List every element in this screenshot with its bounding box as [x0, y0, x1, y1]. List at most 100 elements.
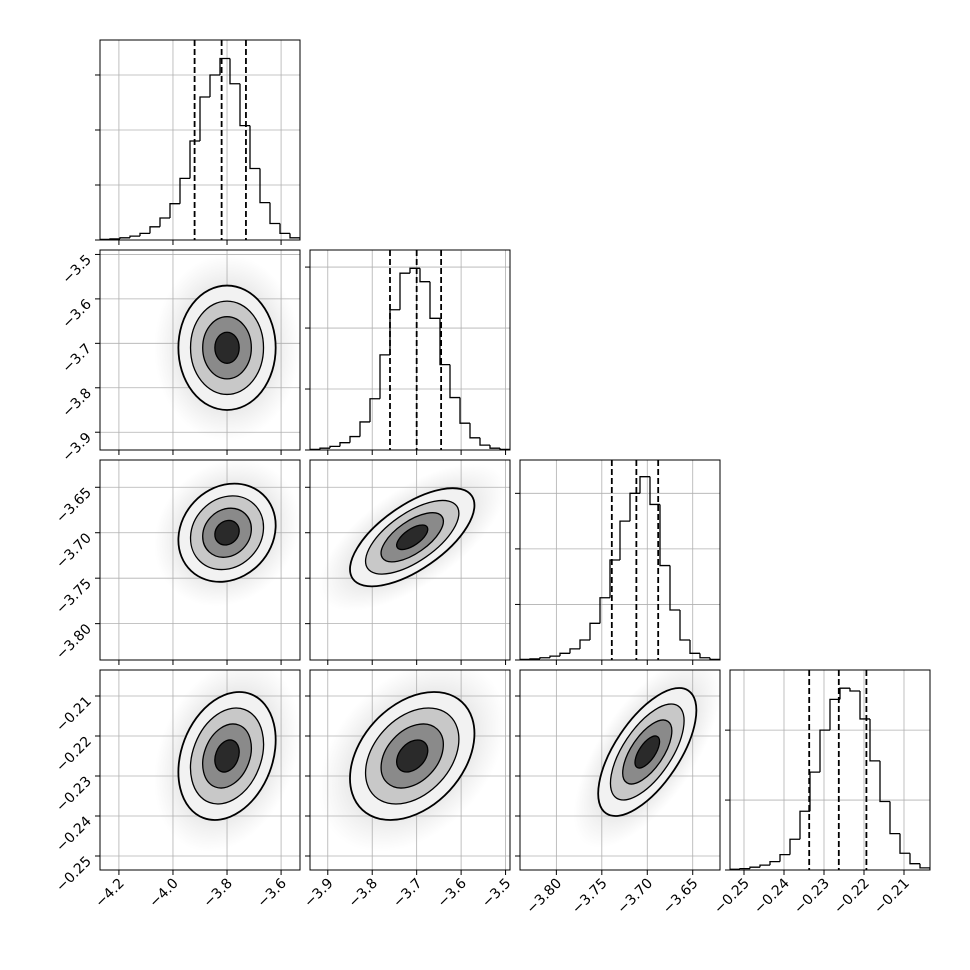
- histogram-bin: [769, 860, 780, 866]
- histogram-bin: [759, 864, 770, 868]
- histogram-bin: [520, 658, 530, 660]
- histogram-bin: [449, 364, 460, 399]
- histogram-bin: [569, 648, 580, 654]
- histogram-bin: [100, 238, 110, 240]
- x-tick-label: −0.23: [791, 876, 833, 918]
- x-tick-label: −3.6: [255, 875, 290, 910]
- panel-frame: [519, 459, 721, 661]
- histogram-bin: [310, 448, 320, 450]
- panel: [310, 250, 510, 450]
- histogram-bin: [139, 232, 150, 237]
- panel: [100, 250, 300, 450]
- histogram-bin: [119, 237, 130, 239]
- histogram-bin: [489, 445, 500, 449]
- histogram-bin: [109, 238, 120, 240]
- histogram-bin: [730, 868, 740, 870]
- x-tick-label: −0.24: [751, 875, 793, 917]
- x-tick-label: −3.7: [390, 876, 425, 911]
- histogram-bin: [669, 565, 680, 611]
- panel-frame: [99, 249, 301, 451]
- panel: [520, 670, 720, 870]
- histogram-bin: [169, 203, 180, 218]
- y-tick-label: −3.5: [59, 252, 94, 287]
- histogram-bin: [469, 423, 480, 439]
- histogram-bin: [279, 223, 290, 235]
- histogram-bin: [909, 853, 920, 865]
- histogram-bin: [599, 597, 610, 624]
- histogram-bin: [539, 657, 550, 659]
- contour-level: [634, 735, 661, 769]
- histogram-bin: [609, 559, 620, 598]
- histogram-bin: [159, 217, 170, 227]
- histogram-bin: [349, 435, 360, 443]
- y-tick-label: −3.65: [53, 485, 95, 527]
- panel-frame: [729, 669, 931, 871]
- histogram-bin: [709, 657, 720, 660]
- y-tick-label: −3.6: [59, 296, 94, 331]
- y-tick-label: −0.25: [53, 854, 95, 896]
- x-tick-label: −3.5: [479, 876, 514, 911]
- histogram-bin: [179, 177, 190, 204]
- contour-level: [396, 524, 429, 551]
- histogram-bin: [219, 57, 230, 75]
- histogram-bin: [739, 867, 750, 870]
- histogram-bin: [619, 520, 630, 560]
- x-tick-label: −4.0: [146, 876, 181, 911]
- histogram-bin: [149, 226, 160, 234]
- x-tick-label: −0.21: [871, 876, 913, 918]
- contour-level: [396, 739, 429, 773]
- histogram-bin: [189, 140, 200, 179]
- panel: [100, 40, 300, 240]
- x-tick-label: −3.8: [346, 876, 381, 911]
- histogram-bin: [199, 96, 210, 141]
- histogram-bin: [589, 622, 600, 640]
- histogram-bin: [779, 853, 790, 862]
- histogram-bin: [269, 202, 280, 225]
- histogram-bin: [889, 801, 900, 835]
- histogram-bin: [659, 504, 670, 567]
- histogram-bin: [499, 448, 510, 450]
- histogram-bin: [559, 652, 570, 657]
- histogram-bin: [259, 168, 270, 204]
- contour-level: [214, 519, 240, 546]
- histogram-bin: [369, 398, 380, 422]
- contour-level: [214, 739, 240, 773]
- panel-frame: [99, 459, 301, 661]
- panel-frame: [99, 39, 301, 241]
- panel-frame: [309, 669, 511, 871]
- histogram-bin: [699, 653, 710, 659]
- histogram-bin: [319, 447, 330, 450]
- panel: [520, 460, 720, 660]
- histogram-bin: [869, 718, 880, 762]
- y-tick-label: −3.80: [53, 621, 95, 663]
- panel-frame: [309, 249, 511, 451]
- histogram-bin: [829, 698, 840, 731]
- panel: [310, 670, 510, 870]
- histogram-bin: [289, 233, 300, 240]
- x-tick-label: −0.25: [711, 876, 753, 918]
- histogram-bin: [689, 640, 700, 654]
- histogram-bin: [819, 729, 830, 773]
- histogram-bin: [799, 810, 810, 840]
- x-tick-label: −0.22: [831, 876, 873, 918]
- histogram-bin: [439, 318, 450, 366]
- panel-frame: [309, 459, 511, 661]
- x-tick-label: −3.75: [569, 876, 611, 918]
- y-tick-label: −0.23: [53, 774, 95, 816]
- histogram-bin: [229, 58, 240, 85]
- panel: [100, 460, 300, 660]
- histogram-bin: [529, 658, 540, 660]
- histogram-bin: [919, 863, 930, 870]
- histogram-bin: [379, 354, 390, 399]
- histogram-bin: [879, 760, 890, 803]
- panel-bg: [310, 250, 510, 450]
- histogram-bin: [419, 268, 430, 283]
- histogram-bin: [459, 397, 470, 424]
- y-tick-label: −3.70: [53, 530, 95, 572]
- x-tick-label: −3.80: [524, 876, 566, 918]
- x-tick-label: −3.8: [201, 876, 236, 911]
- histogram-bin: [839, 687, 850, 700]
- panel: [730, 670, 930, 870]
- x-tick-label: −4.2: [92, 876, 127, 911]
